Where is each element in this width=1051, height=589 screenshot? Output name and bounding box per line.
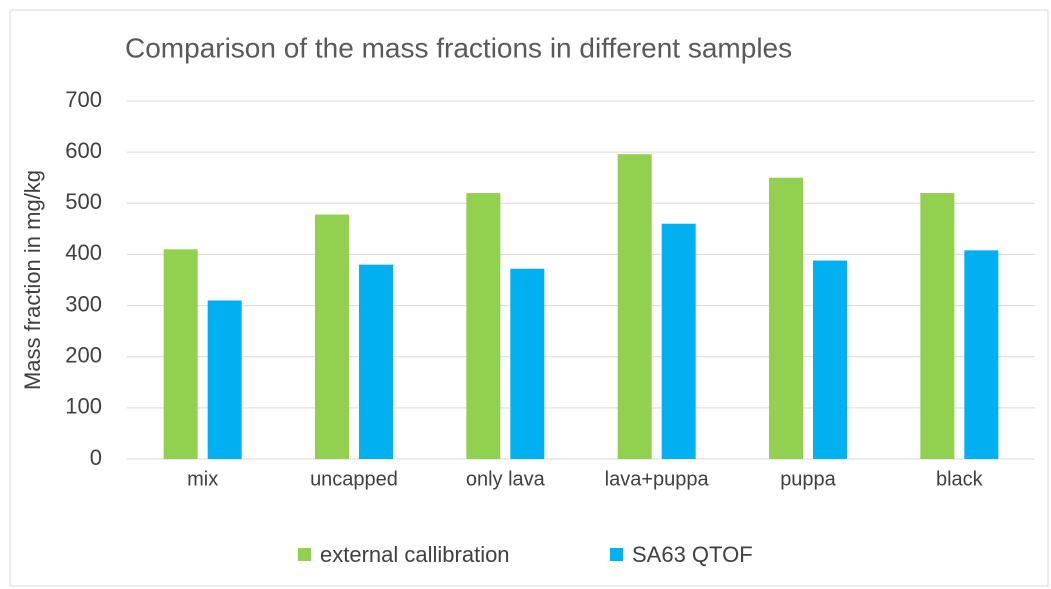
x-tick-label: lava+puppa (605, 468, 710, 490)
y-tick-label: 500 (65, 189, 102, 214)
y-tick-label: 200 (65, 343, 102, 368)
y-tick-label: 400 (65, 240, 102, 265)
y-axis-label: Mass fraction in mg/kg (20, 170, 45, 390)
bar (661, 223, 696, 459)
bar (964, 250, 999, 459)
y-tick-label: 300 (65, 291, 102, 316)
bar (769, 177, 803, 459)
chart-title: Comparison of the mass fractions in diff… (125, 32, 792, 63)
y-tick-label: 0 (90, 445, 102, 470)
bar (813, 260, 847, 459)
x-tick-label: uncapped (310, 468, 398, 490)
bar (510, 268, 545, 459)
x-tick-label: puppa (780, 468, 836, 490)
x-tick-label: black (936, 468, 984, 490)
y-tick-label: 600 (65, 138, 102, 163)
bar (617, 154, 652, 459)
bar (466, 193, 501, 460)
x-tick-label: mix (187, 468, 218, 490)
bar (315, 214, 349, 459)
bar (920, 193, 955, 460)
legend-swatch (298, 548, 311, 561)
legend-label: SA63 QTOF (632, 542, 753, 567)
legend-label: external callibration (320, 542, 510, 567)
bar (359, 264, 393, 459)
y-tick-label: 100 (65, 394, 102, 419)
bar (207, 300, 242, 459)
legend-swatch (610, 548, 623, 561)
bar (163, 249, 198, 459)
x-tick-label: only lava (466, 468, 546, 490)
y-tick-label: 700 (65, 87, 102, 112)
